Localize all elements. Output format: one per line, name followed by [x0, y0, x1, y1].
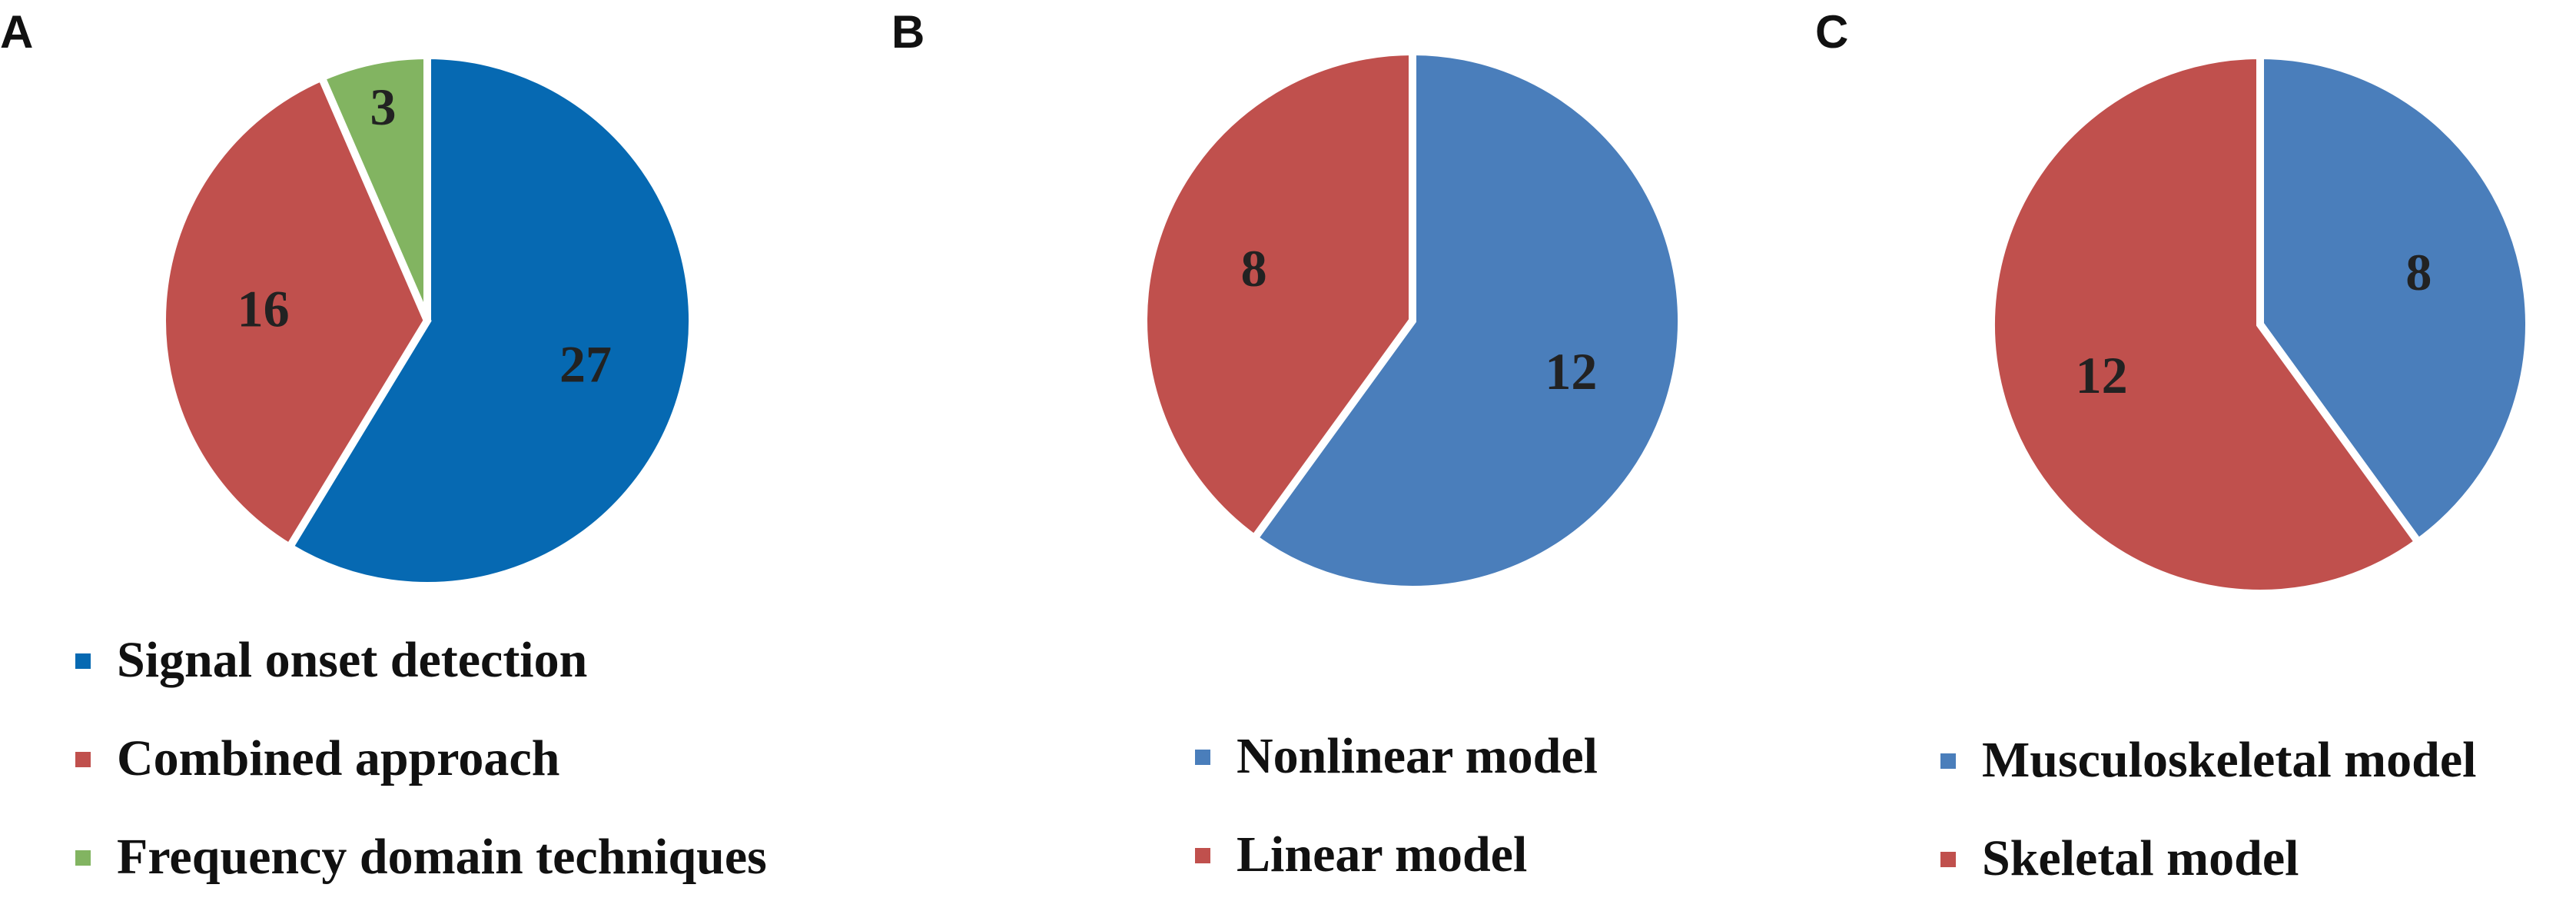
pie-slice-linear-model — [1140, 47, 1416, 544]
legend-item-frequency-domain-techniques: Frequency domain techniques — [117, 829, 767, 885]
legend-item-combined-approach: Combined approach — [117, 730, 559, 786]
legend-item-linear-model: Linear model — [1237, 826, 1527, 883]
legend-item-musculoskeletal-model: Musculoskeletal model — [1982, 732, 2476, 788]
panel-b: B 12 8 Nonlinear model Linear model — [891, 6, 1685, 883]
slice-value-label: 12 — [1545, 342, 1597, 401]
pie-slice-frequency-domain-techniques — [316, 51, 431, 322]
panel-letter: A — [0, 6, 33, 58]
legend-swatch — [75, 850, 91, 866]
legend-swatch — [75, 653, 91, 669]
legend-swatch — [1940, 852, 1956, 867]
panel-letter: C — [1815, 6, 1848, 58]
pie-slice-combined-approach — [158, 71, 432, 553]
legend-swatch — [1940, 753, 1956, 769]
slice-value-label: 3 — [370, 78, 396, 136]
slice-value-label: 16 — [237, 279, 290, 337]
legend-swatch — [1195, 848, 1210, 863]
legend-item-skeletal-model: Skeletal model — [1982, 830, 2299, 886]
pie-slice-skeletal-model — [1987, 51, 2424, 597]
pie-slice-nonlinear-model — [1249, 47, 1685, 593]
slice-value-label: 27 — [559, 335, 612, 394]
legend-swatch — [75, 752, 91, 767]
legend-item-signal-onset-detection: Signal onset detection — [117, 632, 587, 688]
pie-slice-signal-onset-detection — [284, 51, 696, 590]
slice-value-label: 8 — [2405, 243, 2432, 301]
legend-item-nonlinear-model: Nonlinear model — [1237, 728, 1598, 784]
legend-swatch — [1195, 750, 1210, 765]
panel-letter: B — [891, 6, 925, 58]
panel-a: A 27 16 3 Signal onset detection Combined app… — [0, 6, 767, 885]
slice-value-label: 8 — [1241, 239, 1267, 298]
slice-value-label: 12 — [2076, 346, 2128, 404]
panel-c: C 8 12 Musculoskeletal model Skeletal model — [1815, 6, 2533, 886]
pie-slice-musculoskeletal-model — [2256, 51, 2533, 548]
